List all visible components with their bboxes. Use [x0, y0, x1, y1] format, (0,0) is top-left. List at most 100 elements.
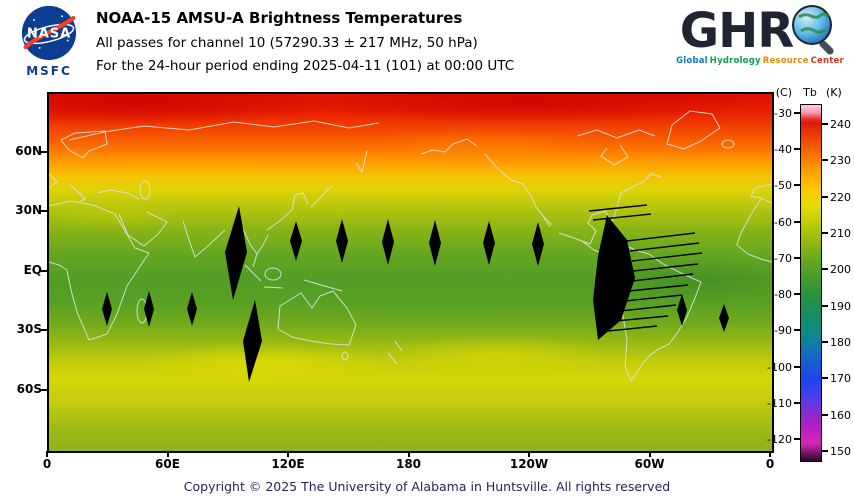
data-gap-polygon	[719, 304, 729, 332]
colorbar-c-tick	[794, 293, 800, 296]
colorbar-k-tick	[822, 449, 828, 452]
x-axis-label: 0	[42, 457, 52, 471]
colorbar-c-label: -80	[774, 288, 792, 302]
data-gap-polygon	[382, 219, 394, 265]
colorbar-unit-celsius: (C)	[775, 86, 792, 99]
colorbar-c-tick	[794, 438, 800, 441]
colorbar-k-tick	[822, 231, 828, 234]
colorbar-c-label: -90	[774, 324, 792, 338]
data-gap-streak	[628, 284, 689, 292]
data-gap-polygon	[187, 292, 197, 326]
data-gap-streak	[592, 213, 652, 221]
ghrc-logo-letters: GHR	[679, 3, 795, 59]
data-gap-streak	[626, 232, 696, 242]
colorbar-c-label: -70	[774, 251, 792, 265]
y-axis-tick	[40, 329, 47, 331]
colorbar-c-label: -110	[767, 397, 792, 411]
colorbar-c-label: -60	[774, 215, 792, 229]
x-axis-tick	[287, 451, 289, 457]
colorbar	[800, 104, 822, 462]
y-axis-label: 30N	[15, 203, 42, 217]
subtitle-period: For the 24-hour period ending 2025-04-11…	[96, 58, 515, 74]
y-axis-tick	[40, 150, 47, 153]
colorbar-c-label: -100	[767, 360, 792, 374]
data-gap-streak	[614, 315, 669, 322]
colorbar-c-label: -30	[774, 106, 792, 120]
data-gap-streak	[588, 204, 648, 212]
y-axis-label: 30S	[16, 322, 42, 336]
map-overlay	[49, 110, 772, 383]
data-gap-streak	[631, 252, 703, 262]
y-axis-label: 60S	[16, 381, 42, 396]
data-gap-streak	[632, 263, 699, 272]
colorbar-k-label: 220	[830, 190, 851, 204]
data-gap-polygon	[677, 294, 687, 326]
colorbar-k-tick	[822, 122, 828, 125]
colorbar-k-tick	[822, 195, 828, 198]
x-axis-tick	[528, 451, 530, 457]
colorbar-k-tick	[822, 268, 828, 271]
nasa-meatball-icon: NASA	[21, 5, 77, 61]
x-axis-label: 120E	[271, 457, 305, 471]
ghrc-tagline: Global Hydrology Resource Center	[672, 56, 848, 66]
x-axis-label: 0	[765, 457, 775, 471]
y-axis-label: 60N	[15, 143, 42, 158]
colorbar-k-tick	[822, 340, 828, 343]
colorbar-c-label: -50	[774, 179, 792, 193]
colorbar-k-tick	[822, 413, 828, 416]
ghrc-tagline-word: Center	[810, 56, 844, 66]
colorbar-k-label: 170	[830, 372, 851, 386]
map-frame	[47, 92, 774, 453]
nasa-logo-text: NASA	[27, 27, 71, 42]
subtitle-channel: All passes for channel 10 (57290.33 ± 21…	[96, 35, 478, 51]
x-axis-tick	[407, 451, 410, 457]
data-gap-shapes	[102, 204, 729, 382]
y-axis-label: EQ	[23, 262, 42, 277]
copyright-text: Copyright © 2025 The University of Alaba…	[183, 479, 671, 494]
colorbar-k-label: 150	[830, 444, 851, 458]
x-axis-label: 60E	[155, 457, 180, 471]
ghrc-tagline-word: Resource	[762, 56, 809, 66]
ghrc-logo: GHR Global Hydrology Resource Center	[672, 2, 848, 66]
plot-titles: NOAA-15 AMSU-A Brightness Temperatures A…	[96, 9, 514, 81]
colorbar-k-label: 230	[830, 154, 851, 168]
x-axis-tick	[166, 451, 169, 457]
data-gap-streak	[629, 242, 700, 252]
ghrc-tagline-word: Hydrology	[709, 56, 761, 66]
data-gap-polygon	[290, 221, 302, 261]
data-gap-polygon	[225, 206, 247, 300]
colorbar-k-tick	[822, 304, 828, 307]
coastlines	[49, 110, 772, 383]
colorbar-k-tick	[822, 377, 828, 380]
colorbar-c-tick	[794, 184, 800, 187]
colorbar-k-label: 190	[830, 299, 851, 313]
msfc-label: MSFC	[26, 64, 72, 78]
colorbar-c-tick	[794, 256, 800, 259]
x-axis-label: 60W	[634, 457, 665, 471]
data-gap-polygon	[593, 215, 635, 340]
colorbar-c-tick	[794, 365, 800, 368]
ghrc-globe-magnifier-icon	[792, 5, 834, 55]
colorbar-unit-kelvin: (K)	[826, 86, 842, 99]
ghrc-tagline-word: Global	[676, 56, 708, 66]
data-gap-streak	[624, 294, 683, 302]
data-gap-streak	[607, 325, 658, 332]
data-gap-polygon	[483, 221, 495, 265]
x-axis-label: 120W	[509, 457, 549, 471]
colorbar-unit-tb: Tb	[803, 86, 817, 99]
colorbar-c-label: -40	[774, 142, 792, 156]
colorbar-c-tick	[794, 329, 800, 332]
data-gap-streak	[631, 273, 694, 282]
colorbar-k-label: 200	[830, 263, 851, 277]
y-axis-tick	[40, 388, 47, 391]
colorbar-k-label: 160	[830, 408, 851, 422]
colorbar-c-label: -120	[767, 433, 792, 447]
data-gap-polygon	[429, 220, 441, 266]
nasa-logo: NASA MSFC	[12, 5, 86, 78]
data-gap-polygon	[144, 291, 154, 327]
page-title: NOAA-15 AMSU-A Brightness Temperatures	[96, 9, 463, 27]
data-gap-polygon	[336, 219, 348, 263]
x-axis-label: 180	[395, 457, 422, 471]
colorbar-c-tick	[794, 147, 800, 150]
